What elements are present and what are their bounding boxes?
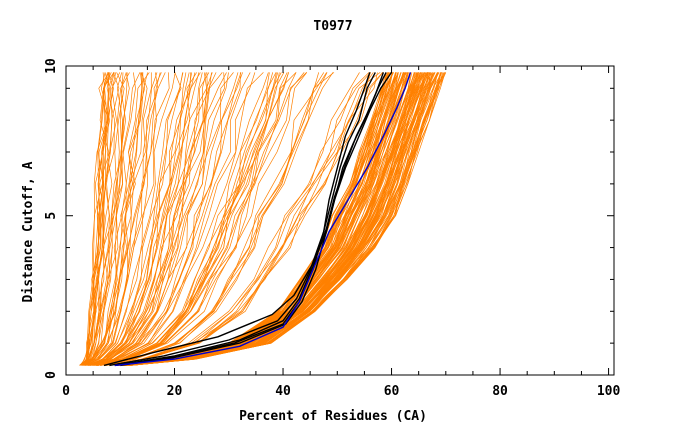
model-curve bbox=[94, 72, 264, 366]
model-curve bbox=[86, 72, 152, 366]
model-curve bbox=[83, 72, 146, 366]
model-curve bbox=[104, 72, 372, 366]
model-curve bbox=[104, 72, 371, 366]
series-line-highlight-3 bbox=[114, 72, 376, 367]
model-curve bbox=[89, 72, 207, 366]
series-line-highlight-5 bbox=[114, 72, 387, 367]
model-curve bbox=[81, 72, 117, 366]
plot-area: 0 20 40 60 80 100 0 5 10 bbox=[44, 58, 620, 399]
model-curve bbox=[84, 72, 150, 366]
model-curve bbox=[119, 72, 405, 366]
model-curve bbox=[100, 72, 334, 366]
model-curve bbox=[89, 72, 212, 366]
tick-labels: 0 20 40 60 80 100 0 5 10 bbox=[44, 58, 620, 399]
model-curve bbox=[105, 72, 383, 366]
model-curve bbox=[81, 72, 123, 366]
background-series-group bbox=[79, 72, 447, 366]
model-curve bbox=[85, 72, 161, 366]
model-curve bbox=[92, 72, 229, 366]
model-curve bbox=[79, 72, 108, 366]
y-tick-label: 0 bbox=[44, 371, 59, 379]
x-tick-label: 60 bbox=[384, 384, 400, 399]
model-curve bbox=[79, 72, 112, 366]
model-curve bbox=[99, 72, 308, 366]
model-curve bbox=[83, 72, 127, 366]
model-curve bbox=[90, 72, 223, 366]
model-curve bbox=[89, 72, 207, 366]
x-tick-label: 0 bbox=[62, 384, 70, 399]
model-curve bbox=[94, 72, 251, 366]
model-curve bbox=[100, 72, 328, 366]
model-curve bbox=[127, 72, 433, 366]
model-curve bbox=[96, 72, 280, 366]
model-curve bbox=[120, 72, 408, 366]
model-curve bbox=[97, 72, 288, 366]
model-curve bbox=[87, 72, 182, 366]
plot-frame bbox=[65, 65, 615, 376]
model-curve bbox=[123, 72, 419, 366]
model-curve bbox=[83, 72, 128, 366]
model-curve bbox=[130, 72, 445, 366]
model-curve bbox=[80, 72, 110, 366]
model-curve bbox=[81, 72, 110, 366]
model-curve bbox=[116, 72, 390, 366]
model-curve bbox=[96, 72, 277, 366]
axis-ticks bbox=[65, 66, 614, 376]
model-curve bbox=[85, 72, 170, 366]
y-tick-label: 10 bbox=[44, 58, 59, 74]
highlight-series-group bbox=[103, 72, 412, 367]
model-curve bbox=[92, 72, 234, 366]
model-curve bbox=[84, 72, 141, 366]
x-tick-label: 20 bbox=[167, 384, 183, 399]
model-curve bbox=[91, 72, 225, 366]
model-curve bbox=[85, 72, 159, 366]
y-axis-label: Distance Cutoff, A bbox=[21, 161, 36, 302]
model-curve bbox=[85, 72, 162, 366]
model-curve bbox=[84, 72, 144, 366]
model-curve bbox=[88, 72, 193, 366]
model-curve bbox=[88, 72, 190, 366]
model-curve bbox=[88, 72, 203, 366]
series-line-highlight-blue bbox=[114, 72, 412, 367]
model-curve bbox=[86, 72, 176, 366]
model-curve bbox=[105, 72, 381, 366]
model-curve bbox=[125, 72, 425, 366]
x-axis-label: Percent of Residues (CA) bbox=[239, 409, 427, 424]
model-curve bbox=[98, 72, 290, 366]
model-curve bbox=[83, 72, 148, 366]
x-tick-label: 80 bbox=[492, 384, 508, 399]
x-tick-label: 100 bbox=[597, 384, 621, 399]
model-curve bbox=[100, 72, 325, 366]
model-curve bbox=[92, 72, 243, 366]
y-tick-label: 5 bbox=[44, 212, 59, 220]
model-curve bbox=[88, 72, 197, 366]
model-curve bbox=[81, 72, 110, 366]
chart-title: T0977 bbox=[313, 19, 352, 34]
model-curve bbox=[97, 72, 297, 366]
model-curve bbox=[95, 72, 269, 366]
model-curve bbox=[124, 72, 425, 366]
model-curve bbox=[82, 72, 130, 366]
x-tick-label: 40 bbox=[275, 384, 291, 399]
model-curve bbox=[96, 72, 285, 366]
model-curve bbox=[92, 72, 241, 366]
model-curve bbox=[88, 72, 200, 366]
model-curve bbox=[128, 72, 436, 366]
